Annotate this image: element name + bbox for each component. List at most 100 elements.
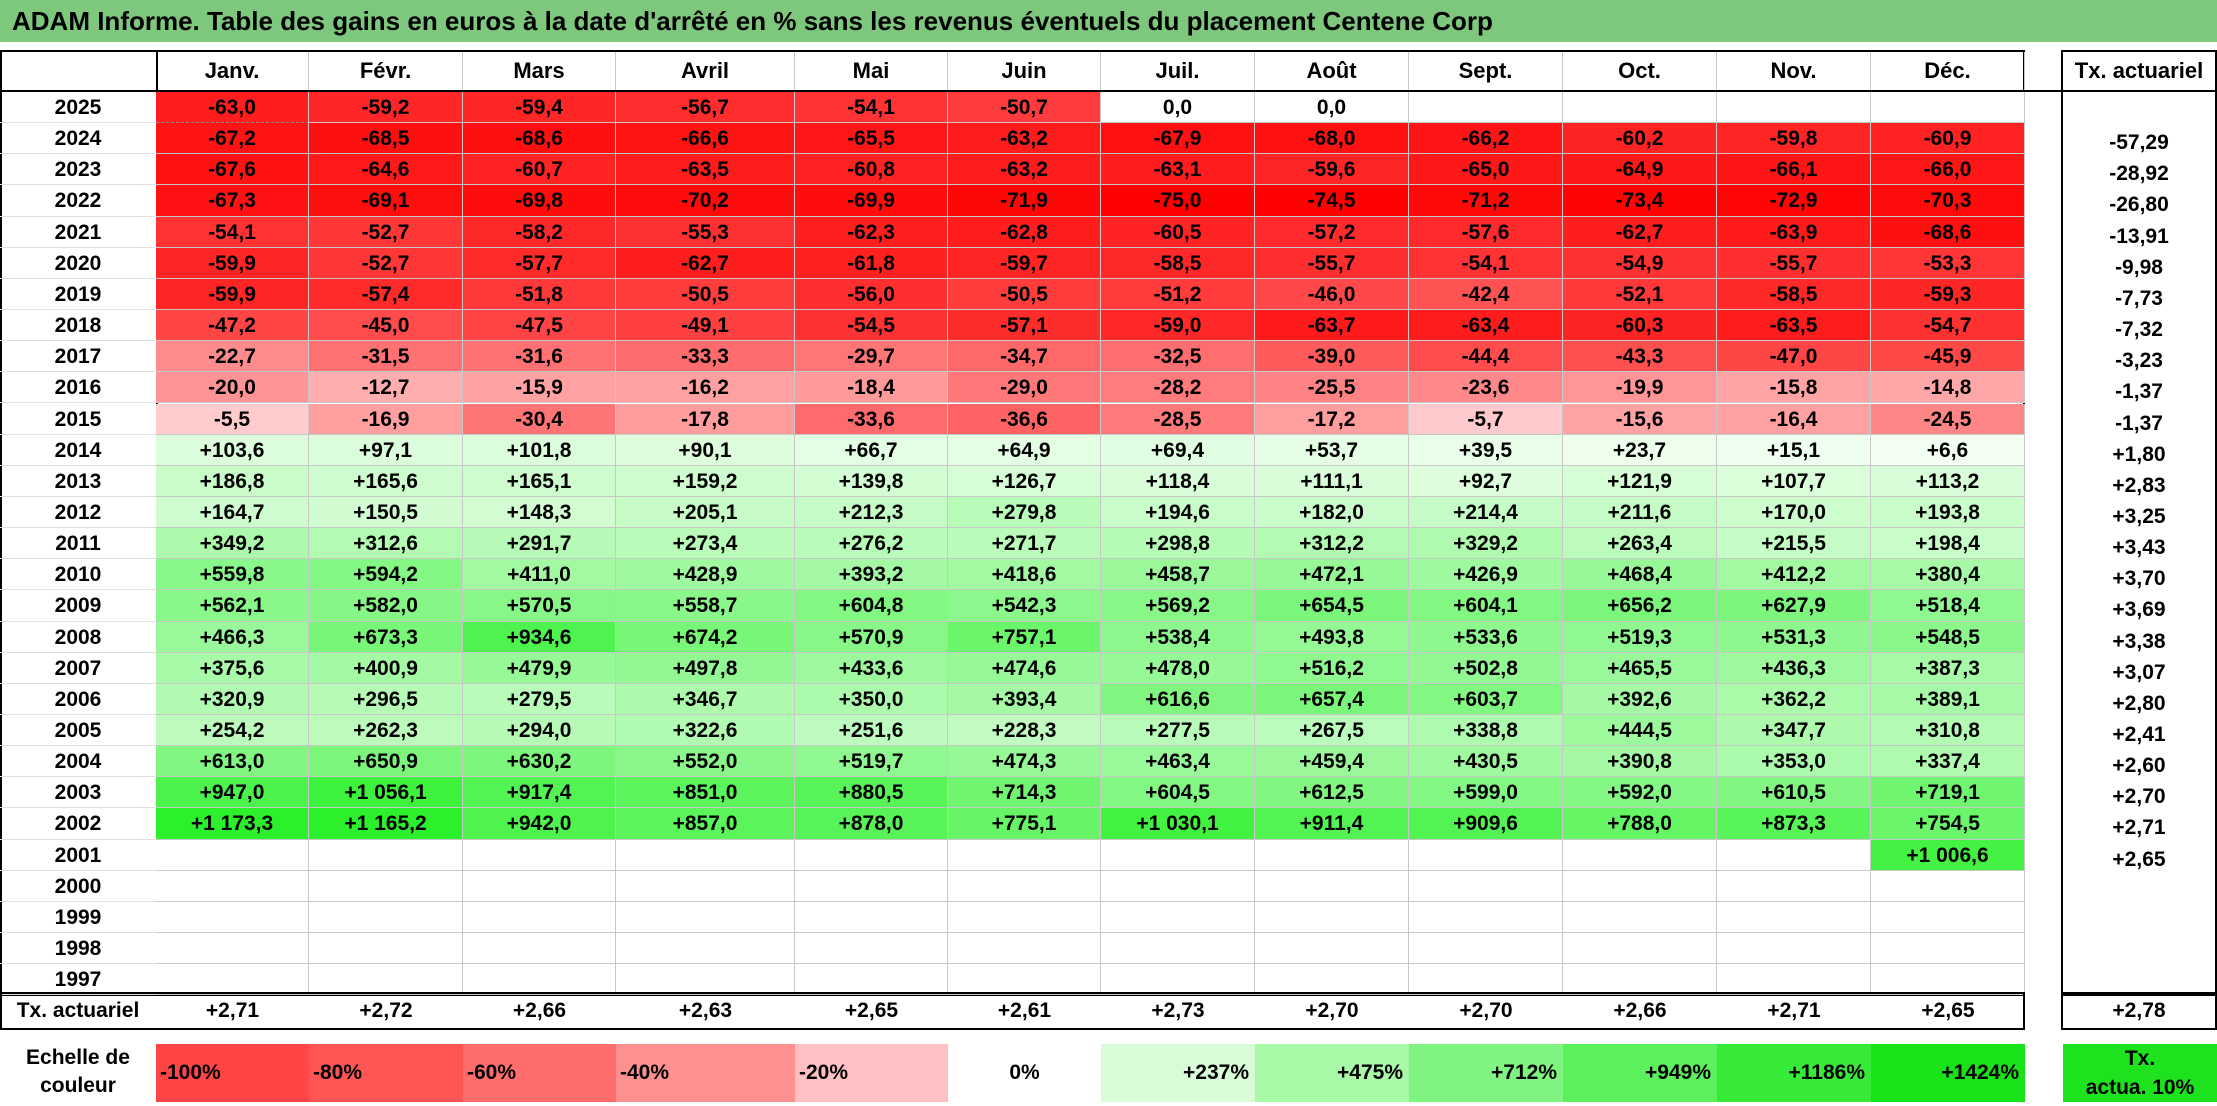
heatmap-cell xyxy=(156,870,309,902)
heatmap-cell: +479,9 xyxy=(463,652,616,684)
month-header: Juin xyxy=(948,52,1101,90)
annual-rate-value: -3,23 xyxy=(2115,349,2163,373)
heatmap-cell: +393,2 xyxy=(795,559,948,591)
heatmap-cell: -63,2 xyxy=(948,154,1101,186)
heatmap-cell xyxy=(1563,839,1717,871)
heatmap-cell: +159,2 xyxy=(616,465,795,497)
heatmap-cell: +436,3 xyxy=(1717,652,1871,684)
heatmap-cell xyxy=(616,870,795,902)
heatmap-cell xyxy=(463,964,616,996)
heatmap-cell: +254,2 xyxy=(156,715,309,747)
heatmap-cell: +121,9 xyxy=(1563,465,1717,497)
heatmap-cell: -59,7 xyxy=(948,247,1101,279)
month-header: Juil. xyxy=(1101,52,1255,90)
heatmap-cell: +594,2 xyxy=(309,559,463,591)
heatmap-cell: +212,3 xyxy=(795,496,948,529)
heatmap-cell xyxy=(1563,92,1717,124)
heatmap-cell: +428,9 xyxy=(616,559,795,591)
heatmap-cell: +616,6 xyxy=(1101,683,1255,715)
heatmap-cell: +613,0 xyxy=(156,746,309,778)
heatmap-cell: +277,5 xyxy=(1101,715,1255,747)
heatmap-cell xyxy=(309,901,463,934)
footer-rate-value: +2,63 xyxy=(678,999,733,1022)
heatmap-cell: -64,9 xyxy=(1563,154,1717,186)
heatmap-cell xyxy=(795,870,948,902)
heatmap-cell xyxy=(1101,933,1255,965)
year-label: 2002 xyxy=(0,808,156,840)
heatmap-cell: -66,6 xyxy=(616,123,795,155)
heatmap-cell: +604,5 xyxy=(1101,777,1255,809)
heatmap-cell: -61,8 xyxy=(795,247,948,279)
heatmap-cell: -67,6 xyxy=(156,154,309,186)
heatmap-cell: -45,0 xyxy=(309,310,463,342)
year-label: 2023 xyxy=(0,154,156,186)
annual-rate-value xyxy=(2061,906,2217,937)
heatmap-cell: -29,7 xyxy=(795,341,948,373)
year-label: 2005 xyxy=(0,715,156,747)
heatmap-cell: -51,2 xyxy=(1101,278,1255,311)
heatmap-cell xyxy=(463,901,616,934)
heatmap-cell xyxy=(948,839,1101,871)
heatmap-cell: +604,1 xyxy=(1409,590,1563,622)
heatmap-cell: -59,2 xyxy=(309,92,463,124)
heatmap-cell: -53,3 xyxy=(1871,247,2025,279)
heatmap-cell: +375,6 xyxy=(156,652,309,684)
heatmap-cell xyxy=(309,870,463,902)
annual-rate-value: -9,98 xyxy=(2115,255,2163,279)
heatmap-cell xyxy=(1409,933,1563,965)
heatmap-cell: -68,0 xyxy=(1255,123,1409,155)
year-label: 2008 xyxy=(0,622,156,653)
heatmap-cell: -32,5 xyxy=(1101,341,1255,373)
heatmap-cell: +101,8 xyxy=(463,434,616,466)
heatmap-cell: -59,0 xyxy=(1101,310,1255,342)
heatmap-cell: +276,2 xyxy=(795,528,948,560)
heatmap-cell: +562,1 xyxy=(156,590,309,622)
heatmap-cell: +917,4 xyxy=(463,777,616,809)
heatmap-cell: +630,2 xyxy=(463,746,616,778)
footer-rate-value: +2,70 xyxy=(1459,999,1513,1022)
heatmap-cell: +193,8 xyxy=(1871,496,2025,529)
legend-step: +1186% xyxy=(1717,1044,1871,1102)
heatmap-cell: -57,1 xyxy=(948,310,1101,342)
heatmap-cell: +97,1 xyxy=(309,434,463,466)
heatmap-cell: -71,2 xyxy=(1409,185,1563,217)
footer-rate-value: +2,71 xyxy=(1767,999,1821,1022)
annual-rate-value: -1,37 xyxy=(2115,411,2163,435)
heatmap-cell: -67,3 xyxy=(156,185,309,217)
heatmap-cell: +298,8 xyxy=(1101,528,1255,560)
heatmap-cell: -54,1 xyxy=(795,92,948,124)
heatmap-cell: +393,4 xyxy=(948,683,1101,715)
heatmap-cell: +205,1 xyxy=(616,496,795,529)
annual-rate-value: +3,07 xyxy=(2112,660,2166,684)
heatmap-cell: -62,7 xyxy=(1563,216,1717,248)
heatmap-cell xyxy=(309,839,463,871)
heatmap-cell: +880,5 xyxy=(795,777,948,809)
heatmap-cell: +714,3 xyxy=(948,777,1101,809)
heatmap-cell: +320,9 xyxy=(156,683,309,715)
year-label: 2006 xyxy=(0,684,156,715)
heatmap-cell xyxy=(1871,964,2025,996)
heatmap-cell: +412,2 xyxy=(1717,559,1871,591)
heatmap-cell: +570,9 xyxy=(795,621,948,653)
heatmap-cell xyxy=(948,964,1101,996)
legend-extra-line1: Tx. xyxy=(2124,1047,2156,1070)
heatmap-cell: +656,2 xyxy=(1563,590,1717,622)
heatmap-cell: +322,6 xyxy=(616,715,795,747)
heatmap-cell: +552,0 xyxy=(616,746,795,778)
heatmap-cell: -55,7 xyxy=(1255,247,1409,279)
footer-rate-value: +2,66 xyxy=(1613,999,1667,1022)
legend-step: +237% xyxy=(1101,1044,1255,1102)
annual-rate-value: +2,71 xyxy=(2112,816,2166,840)
year-label: 2000 xyxy=(0,871,156,902)
heatmap-cell: 0,0 xyxy=(1101,92,1255,124)
heatmap-cell: +273,4 xyxy=(616,528,795,560)
year-label: 2021 xyxy=(0,217,156,248)
heatmap-cell: +291,7 xyxy=(463,528,616,560)
footer-rate-value: +2,65 xyxy=(844,999,899,1022)
heatmap-cell xyxy=(1101,964,1255,996)
rate-column-frame xyxy=(2061,50,2217,996)
heatmap-cell: -15,8 xyxy=(1717,372,1871,404)
heatmap-cell xyxy=(1101,839,1255,871)
heatmap-cell: +582,0 xyxy=(309,590,463,622)
heatmap-cell: +329,2 xyxy=(1409,528,1563,560)
